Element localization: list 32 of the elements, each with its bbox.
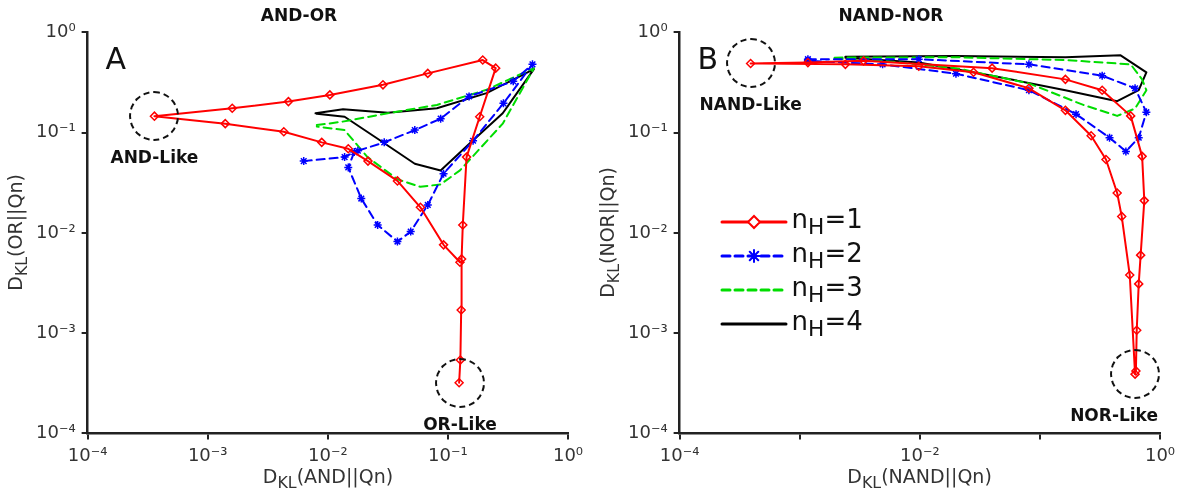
legend-label: n$_{H}$=4 bbox=[791, 306, 863, 342]
x-tick-label: 10⁻¹ bbox=[428, 443, 468, 465]
x-tick-label: 10⁻² bbox=[308, 443, 348, 465]
y-tick-label: 10⁻⁴ bbox=[628, 421, 668, 443]
x-tick-label: 10⁻³ bbox=[187, 443, 228, 465]
annotation: NOR-Like bbox=[1070, 405, 1159, 426]
y-tick-label: 10⁻² bbox=[628, 220, 668, 242]
legend-label: n$_{H}$=3 bbox=[791, 272, 863, 308]
chart-title: NAND-NOR bbox=[838, 4, 944, 25]
annotation: B bbox=[697, 41, 719, 77]
y-tick-label: 10⁻¹ bbox=[628, 120, 668, 142]
annotation: OR-Like bbox=[423, 413, 497, 434]
chart-title: AND-OR bbox=[260, 4, 338, 25]
y-tick-label: 10⁻⁴ bbox=[36, 421, 76, 443]
x-tick-label: 10⁰ bbox=[1144, 443, 1176, 465]
legend-label: n$_{H}$=1 bbox=[791, 204, 863, 240]
y-tick-label: 10⁻³ bbox=[628, 320, 668, 342]
x-tick-label: 10⁻⁴ bbox=[67, 443, 108, 465]
x-axis-title: D$_{KL}$(NAND||Qn) bbox=[847, 465, 992, 493]
x-tick-label: 10⁰ bbox=[552, 443, 584, 465]
y-tick-label: 10⁻¹ bbox=[36, 120, 76, 142]
y-tick-label: 10⁻² bbox=[36, 220, 76, 242]
annotation: A bbox=[105, 41, 127, 77]
x-tick-label: 10⁻⁴ bbox=[659, 443, 700, 465]
annotation: NAND-Like bbox=[699, 94, 802, 115]
y-tick-label: 10⁰ bbox=[637, 20, 668, 42]
annotation: AND-Like bbox=[110, 147, 199, 168]
x-tick-label: 10⁻² bbox=[900, 443, 940, 465]
y-tick-label: 10⁻³ bbox=[36, 320, 76, 342]
legend-label: n$_{H}$=2 bbox=[791, 238, 863, 274]
y-tick-label: 10⁰ bbox=[45, 20, 76, 42]
x-axis-title: D$_{KL}$(AND||Qn) bbox=[262, 465, 394, 493]
